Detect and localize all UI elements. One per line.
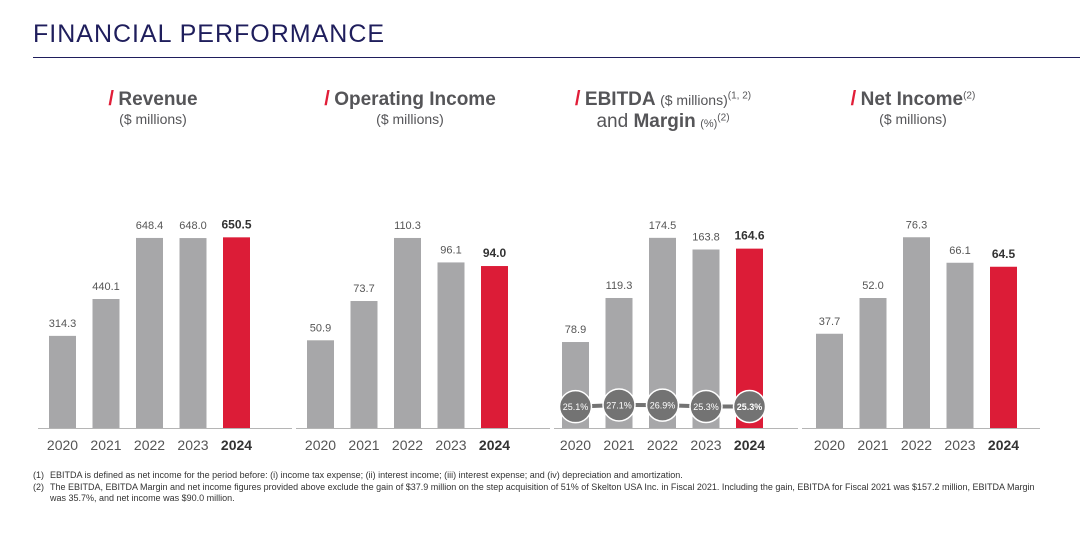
chart-title-ebitda: / EBITDA ($ millions)(1, 2) and Margin (… — [548, 88, 778, 133]
bar-2022 — [136, 237, 163, 428]
bar-value-label: 96.1 — [440, 244, 461, 256]
chart-title-sub: ($ millions) — [119, 111, 187, 127]
chart-title-main: EBITDA — [584, 89, 656, 110]
x-tick-label: 2024 — [988, 437, 1019, 453]
chart-title-sub: ($ millions) — [879, 111, 947, 127]
slash-accent: / — [850, 88, 857, 110]
x-tick-label: 2023 — [435, 437, 466, 453]
bar-2021 — [859, 298, 887, 428]
page-title: FINANCIAL PERFORMANCE — [33, 20, 386, 48]
bar-value-label: 76.3 — [906, 219, 927, 231]
slash-accent: / — [108, 88, 114, 110]
bar-2022 — [903, 237, 930, 428]
bar-2023 — [437, 262, 465, 428]
margin-point — [645, 388, 680, 422]
bar-value-label: 73.7 — [353, 283, 374, 295]
margin-point — [689, 389, 723, 424]
x-tick-label: 2023 — [690, 437, 721, 453]
footnote-ref: (2) — [717, 112, 730, 124]
bar-2023 — [179, 238, 207, 428]
x-tick-label: 2021 — [857, 437, 888, 453]
margin-label: 25.3% — [693, 402, 719, 412]
margin-label: 27.1% — [606, 400, 632, 410]
bar-value-label: 94.0 — [483, 246, 507, 260]
margin-label: 26.9% — [650, 401, 676, 411]
x-tick-label: 2021 — [348, 437, 379, 453]
slash-accent: / — [324, 88, 330, 110]
chart-title-operating-income: / Operating Income ($ millions) — [300, 88, 520, 127]
x-tick-label: 2022 — [134, 437, 165, 453]
margin-point — [732, 389, 767, 424]
bar-2023 — [946, 262, 974, 428]
chart-title-unit: ($ millions) — [660, 92, 728, 108]
chart-title-main: Operating Income — [334, 89, 496, 110]
x-tick-label: 2020 — [47, 437, 78, 453]
bar-value-label: 37.7 — [819, 316, 840, 328]
x-tick-label: 2022 — [392, 437, 423, 453]
footnotes: (1) EBITDA is defined as net income for … — [33, 470, 1043, 505]
chart-title-main: Revenue — [118, 89, 198, 110]
chart-title-sub: ($ millions) — [376, 111, 444, 127]
bar-value-label: 174.5 — [649, 220, 677, 232]
bar-value-label: 163.8 — [692, 232, 720, 244]
bar-value-label: 50.9 — [310, 322, 331, 334]
title-divider — [33, 57, 1080, 58]
x-tick-label: 2022 — [647, 437, 678, 453]
margin-point — [558, 389, 593, 424]
x-tick-label: 2020 — [305, 437, 336, 453]
margin-point — [602, 388, 636, 422]
footnote-ref: (1, 2) — [727, 90, 752, 102]
chart-title-line2-main: Margin — [633, 111, 696, 132]
x-tick-label: 2024 — [734, 437, 765, 453]
bar-value-label: 78.9 — [565, 324, 586, 336]
footnote-text: EBITDA is defined as net income for the … — [50, 470, 683, 480]
footnote-1: (1) EBITDA is defined as net income for … — [33, 470, 1043, 482]
bar-2021 — [350, 301, 378, 428]
x-tick-label: 2021 — [603, 437, 634, 453]
bar-value-label: 440.1 — [92, 281, 120, 293]
chart-title-line2-pre: and — [596, 111, 634, 132]
bar-value-label: 164.6 — [734, 229, 764, 243]
x-tick-label: 2020 — [560, 437, 591, 453]
x-tick-label: 2023 — [944, 437, 975, 453]
slash-accent: / — [574, 88, 581, 110]
bar-2020 — [49, 335, 76, 428]
footnote-2: (2) The EBITDA, EBITDA Margin and net in… — [33, 482, 1043, 505]
chart-title-net-income: / Net Income(2) ($ millions) — [813, 88, 1013, 127]
bar-2021 — [92, 299, 120, 428]
bar-value-label: 64.5 — [992, 247, 1016, 261]
bar-2024 — [223, 237, 250, 428]
chart-title-line2-unit: (%) — [700, 118, 718, 130]
bar-2020 — [307, 340, 334, 428]
footnote-number: (1) — [33, 470, 44, 480]
margin-label: 25.3% — [737, 402, 763, 412]
x-tick-label: 2024 — [221, 437, 252, 453]
bar-2024 — [990, 266, 1017, 428]
chart-title-main: Net Income — [860, 89, 964, 110]
bar-2024 — [481, 266, 508, 428]
margin-label: 25.1% — [563, 402, 589, 412]
footnote-text: The EBITDA, EBITDA Margin and net income… — [50, 481, 1035, 504]
chart-title-revenue: / Revenue ($ millions) — [53, 88, 253, 127]
x-tick-label: 2020 — [814, 437, 845, 453]
bar-2020 — [816, 333, 843, 428]
bar-value-label: 52.0 — [862, 280, 883, 292]
bar-value-label: 66.1 — [949, 245, 970, 257]
bar-value-label: 110.3 — [394, 220, 421, 232]
x-tick-label: 2024 — [479, 437, 510, 453]
bar-value-label: 119.3 — [606, 280, 633, 292]
x-tick-label: 2023 — [177, 437, 208, 453]
x-tick-label: 2021 — [90, 437, 121, 453]
bar-value-label: 648.4 — [136, 220, 164, 232]
x-tick-label: 2022 — [901, 437, 932, 453]
bar-2022 — [394, 237, 421, 428]
bar-value-label: 650.5 — [221, 217, 251, 231]
footnote-ref: (2) — [963, 90, 976, 102]
footnote-number: (2) — [33, 481, 44, 492]
bar-value-label: 314.3 — [49, 318, 77, 330]
bar-value-label: 648.0 — [179, 220, 207, 232]
